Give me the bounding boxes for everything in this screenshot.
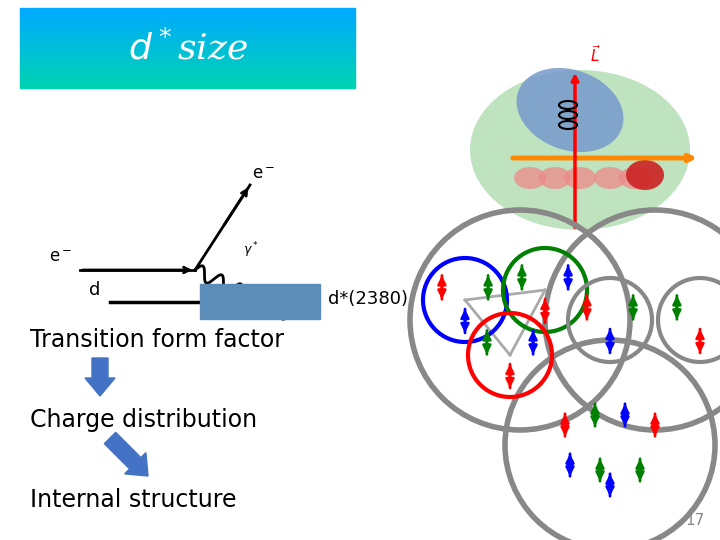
Bar xyxy=(20,79,355,80)
Bar xyxy=(20,69,355,70)
Ellipse shape xyxy=(516,68,624,152)
Bar xyxy=(20,26,355,27)
Text: e$^-$: e$^-$ xyxy=(49,248,72,266)
Bar xyxy=(20,41,355,42)
Bar xyxy=(20,87,355,88)
Ellipse shape xyxy=(564,167,596,189)
Bar xyxy=(20,58,355,59)
Ellipse shape xyxy=(514,167,546,189)
Text: $\vec{L}$: $\vec{L}$ xyxy=(590,44,601,65)
Bar xyxy=(20,43,355,44)
Bar xyxy=(20,31,355,32)
Bar xyxy=(20,78,355,79)
Bar xyxy=(20,42,355,43)
Ellipse shape xyxy=(594,167,626,189)
Bar xyxy=(20,72,355,73)
Bar xyxy=(20,16,355,17)
Bar xyxy=(20,33,355,35)
Text: e$^-$: e$^-$ xyxy=(252,165,275,183)
Bar xyxy=(20,8,355,9)
Bar xyxy=(20,52,355,53)
Bar xyxy=(20,71,355,72)
Text: Transition form factor: Transition form factor xyxy=(30,328,284,352)
FancyArrow shape xyxy=(104,433,148,476)
Bar xyxy=(20,32,355,33)
Bar xyxy=(20,51,355,52)
Bar xyxy=(20,12,355,13)
Bar xyxy=(20,64,355,65)
Bar xyxy=(20,17,355,18)
Bar xyxy=(20,49,355,50)
Bar xyxy=(20,84,355,85)
Bar xyxy=(20,24,355,25)
Bar xyxy=(20,53,355,55)
Bar xyxy=(20,47,355,48)
Bar xyxy=(20,18,355,19)
Bar xyxy=(20,73,355,75)
Text: $\gamma^*$: $\gamma^*$ xyxy=(243,240,259,260)
Bar xyxy=(20,76,355,77)
Bar xyxy=(20,62,355,63)
Bar xyxy=(20,15,355,16)
Bar xyxy=(20,37,355,38)
Bar xyxy=(20,46,355,47)
Bar xyxy=(20,23,355,24)
Text: Internal structure: Internal structure xyxy=(30,488,236,512)
Bar xyxy=(20,44,355,45)
Ellipse shape xyxy=(470,70,690,230)
Bar xyxy=(20,20,355,21)
Ellipse shape xyxy=(539,167,571,189)
Bar xyxy=(20,14,355,15)
Bar xyxy=(20,27,355,28)
Text: Charge distribution: Charge distribution xyxy=(30,408,257,432)
Bar xyxy=(20,67,355,68)
Bar xyxy=(20,48,355,49)
Bar xyxy=(20,28,355,29)
FancyArrow shape xyxy=(85,358,115,396)
Bar xyxy=(20,61,355,62)
Bar xyxy=(20,57,355,58)
Bar xyxy=(20,80,355,81)
Bar xyxy=(20,36,355,37)
Bar xyxy=(20,13,355,14)
Text: 17: 17 xyxy=(685,513,705,528)
Bar xyxy=(20,50,355,51)
Bar xyxy=(20,35,355,36)
Text: d*(2380): d*(2380) xyxy=(328,290,408,308)
Bar xyxy=(20,63,355,64)
Bar xyxy=(20,19,355,20)
Bar xyxy=(20,68,355,69)
Bar xyxy=(20,30,355,31)
Bar xyxy=(200,284,320,319)
Bar xyxy=(20,59,355,60)
Bar xyxy=(20,45,355,46)
Bar xyxy=(20,21,355,22)
Bar xyxy=(20,70,355,71)
Bar xyxy=(20,60,355,61)
Bar xyxy=(20,38,355,39)
Bar xyxy=(20,82,355,83)
Bar xyxy=(20,39,355,40)
Bar xyxy=(20,56,355,57)
Bar xyxy=(20,22,355,23)
Bar xyxy=(20,83,355,84)
Bar xyxy=(20,11,355,12)
Bar xyxy=(20,25,355,26)
Bar xyxy=(20,86,355,87)
Text: $d^*$size: $d^*$size xyxy=(127,30,248,66)
Bar xyxy=(20,66,355,67)
Bar xyxy=(20,9,355,10)
Bar xyxy=(20,40,355,41)
Text: d: d xyxy=(89,281,100,299)
Bar xyxy=(20,81,355,82)
Bar xyxy=(20,55,355,56)
Bar xyxy=(20,65,355,66)
Ellipse shape xyxy=(619,167,651,189)
Bar xyxy=(20,75,355,76)
Bar xyxy=(20,85,355,86)
Ellipse shape xyxy=(626,160,664,190)
Bar xyxy=(20,29,355,30)
Bar xyxy=(20,10,355,11)
Bar xyxy=(20,77,355,78)
